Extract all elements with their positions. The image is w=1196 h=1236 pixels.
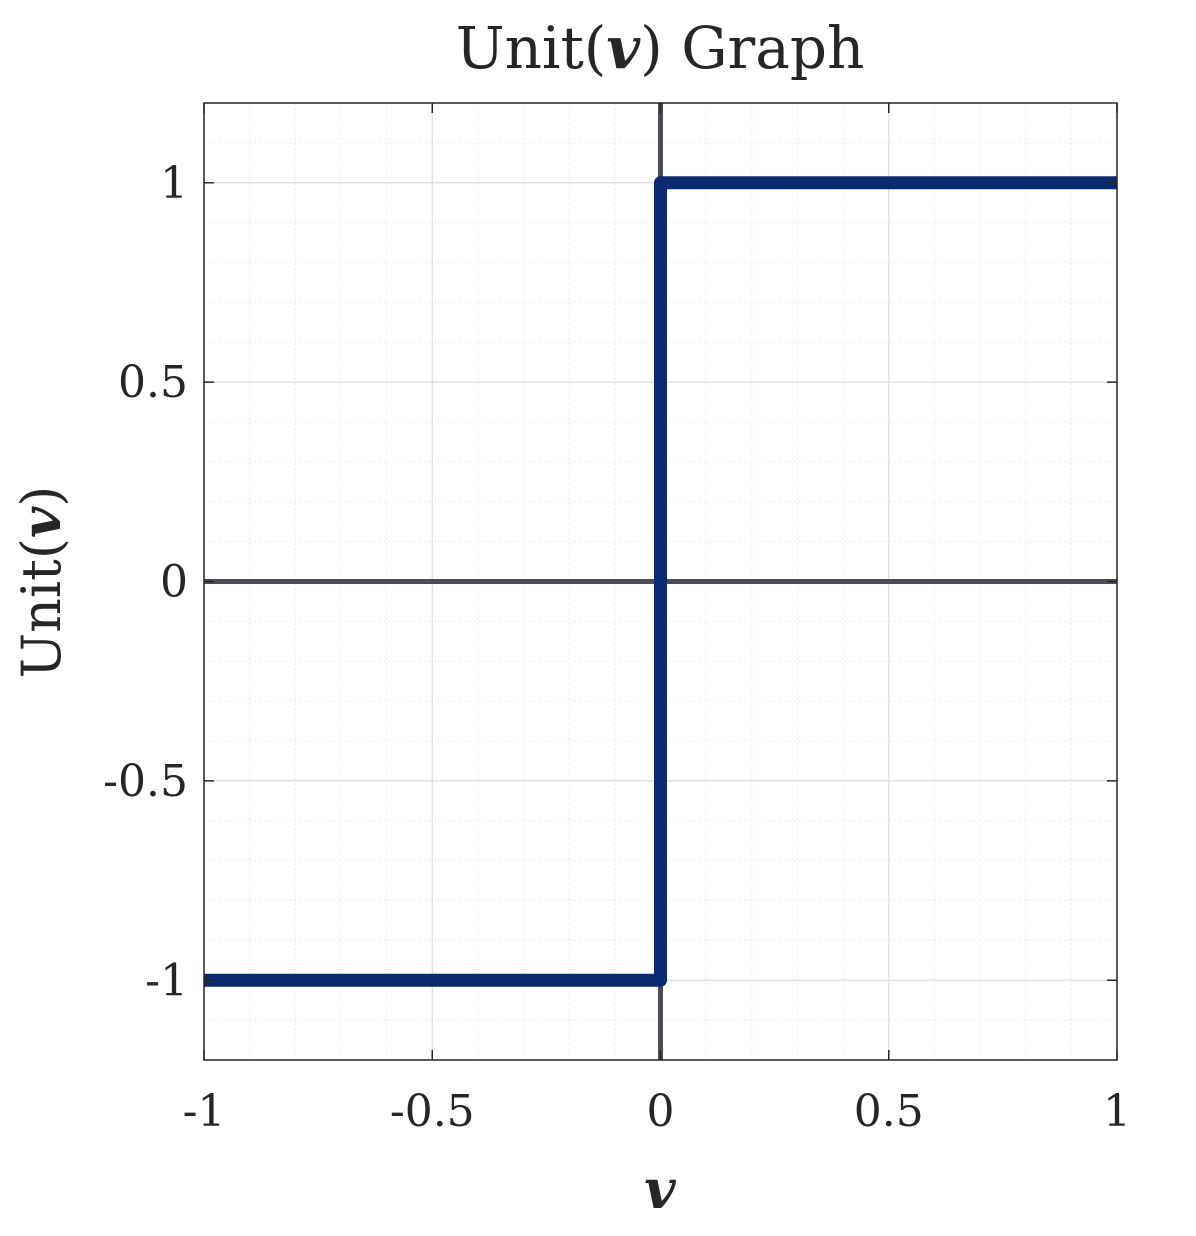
y-tick-label: -1 bbox=[145, 955, 188, 1006]
x-axis-label: v bbox=[644, 1157, 676, 1221]
x-tick-label: 1 bbox=[1103, 1086, 1131, 1137]
y-axis-label: Unit(v) bbox=[9, 486, 73, 679]
tick-marks bbox=[203, 103, 1118, 1060]
y-tick-label: -0.5 bbox=[103, 756, 188, 807]
series-layer bbox=[204, 176, 1117, 987]
y-tick-label: 1 bbox=[160, 158, 188, 209]
x-tick-label: 0 bbox=[647, 1086, 675, 1137]
y-tick-label: 0 bbox=[160, 557, 188, 608]
x-tick-labels: -1 -0.5 0 0.5 1 bbox=[183, 1086, 1131, 1137]
x-tick-label: -0.5 bbox=[390, 1086, 475, 1137]
x-tick-label: 0.5 bbox=[854, 1086, 924, 1137]
y-tick-labels: -1 -0.5 0 0.5 1 bbox=[103, 158, 188, 1007]
x-tick-label: -1 bbox=[183, 1086, 226, 1137]
chart-title: Unit(v) Graph bbox=[456, 14, 865, 82]
series-line bbox=[204, 176, 1117, 987]
y-tick-label: 0.5 bbox=[118, 357, 188, 408]
